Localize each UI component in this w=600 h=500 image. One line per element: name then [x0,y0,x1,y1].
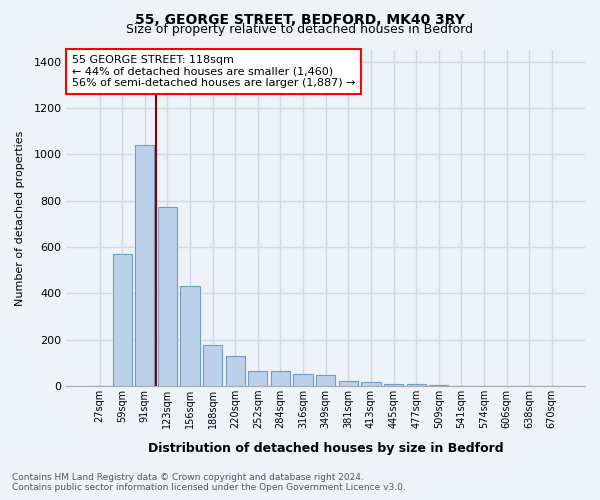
Bar [271,371,290,386]
Bar [248,371,268,386]
X-axis label: Distribution of detached houses by size in Bedford: Distribution of detached houses by size … [148,442,503,455]
Text: Contains HM Land Registry data © Crown copyright and database right 2024.
Contai: Contains HM Land Registry data © Crown c… [12,473,406,492]
Bar [113,254,132,386]
Bar [226,356,245,386]
Bar [158,208,177,386]
Bar [361,382,380,386]
Text: 55 GEORGE STREET: 118sqm
← 44% of detached houses are smaller (1,460)
56% of sem: 55 GEORGE STREET: 118sqm ← 44% of detach… [71,55,355,88]
Bar [181,286,200,386]
Bar [384,384,403,386]
Text: Size of property relative to detached houses in Bedford: Size of property relative to detached ho… [127,22,473,36]
Bar [316,376,335,386]
Text: 55, GEORGE STREET, BEDFORD, MK40 3RY: 55, GEORGE STREET, BEDFORD, MK40 3RY [135,12,465,26]
Bar [293,374,313,386]
Bar [338,381,358,386]
Y-axis label: Number of detached properties: Number of detached properties [15,130,25,306]
Bar [407,384,426,386]
Bar [135,145,154,386]
Bar [203,346,222,386]
